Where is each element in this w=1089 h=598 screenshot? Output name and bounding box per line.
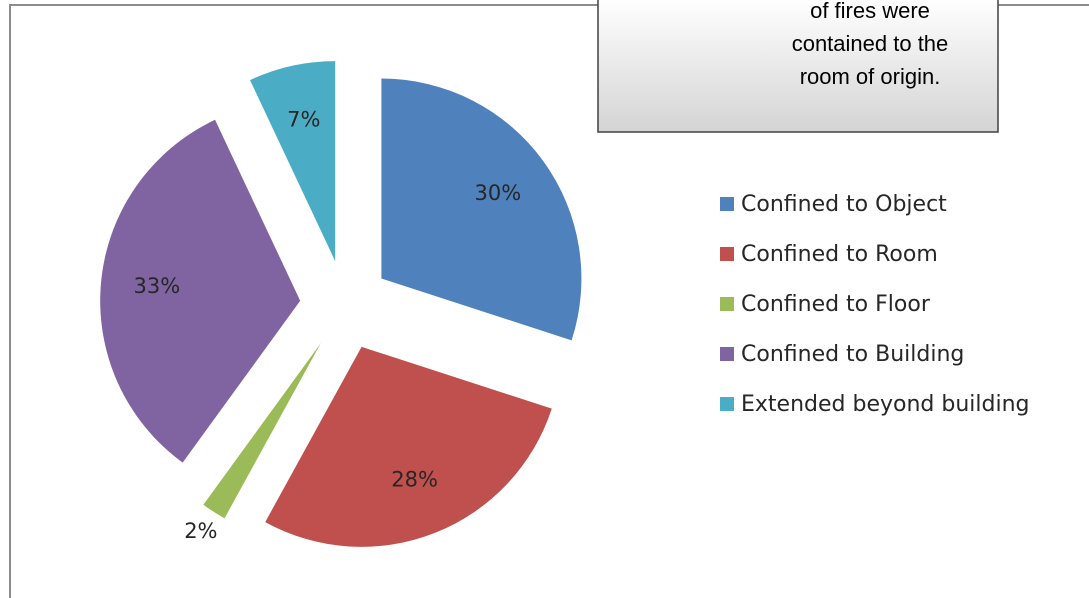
annotation: of fires were contained to the room of ori… [597,0,999,133]
pie-slice [381,78,582,341]
pie-slice [265,346,552,547]
legend-label: Extended beyond building [741,392,1029,417]
data-label: 2% [184,519,217,543]
legend-swatch [720,347,734,361]
legend-swatch [720,397,734,411]
pie-slice [203,342,321,519]
legend-label: Confined to Floor [741,292,931,317]
legend-swatch [720,297,734,311]
pie: 30% 28% 2% 33% 7% [100,61,582,547]
data-label: 30% [475,181,522,205]
annotation-box [597,0,999,133]
legend-label: Confined to Building [741,342,964,367]
annotation-line: of fires were [810,0,930,23]
legend-swatch [720,247,734,261]
legend: Confined to Object Confined to Room Confin… [720,192,1029,417]
legend-swatch [720,197,734,211]
legend-label: Confined to Object [741,192,947,217]
pie-slice [250,61,336,262]
annotation-line: room of origin. [800,64,941,89]
data-label: 28% [391,468,438,492]
pie-slice [100,119,301,463]
data-label: 7% [287,108,320,132]
data-label: 33% [133,274,180,298]
annotation-line: contained to the [792,31,949,56]
legend-label: Confined to Room [741,242,938,267]
